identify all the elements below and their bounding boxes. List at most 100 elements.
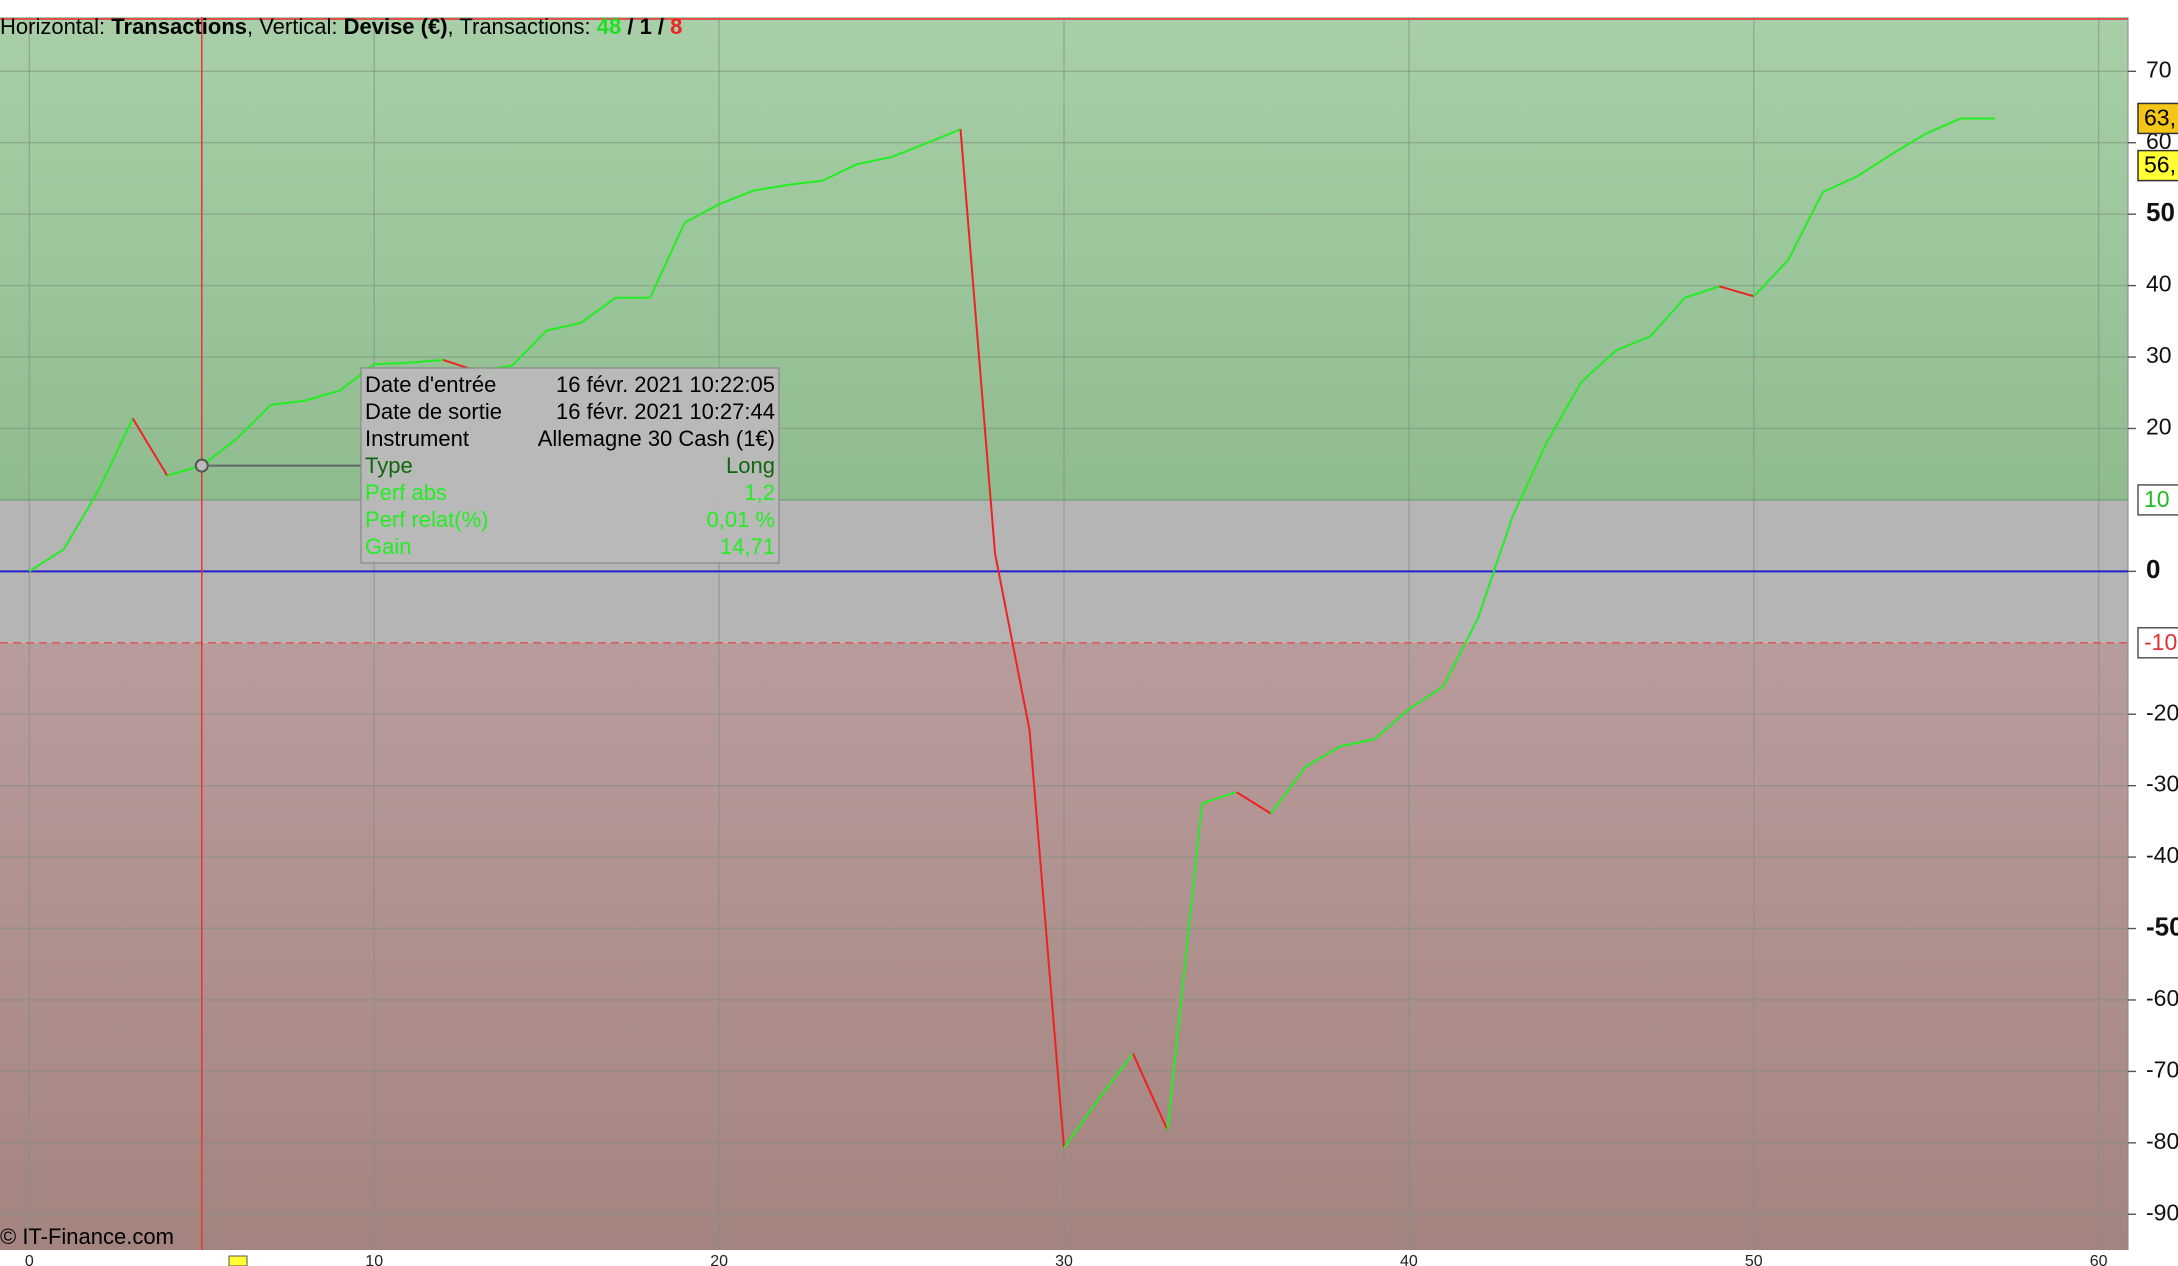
- tooltip-value: 14,71: [720, 534, 775, 559]
- y-tick-label: -30: [2146, 771, 2178, 797]
- equity-segment: [1753, 259, 1790, 298]
- equity-segment: [925, 128, 961, 145]
- overlay: Date d'entrée 16 févr. 2021 10:22:05 Date …: [0, 14, 780, 1266]
- equity-segment: [1787, 191, 1824, 261]
- tooltip-value: 0,01 %: [707, 507, 776, 532]
- header-part: Transactions: [111, 14, 247, 39]
- header: Horizontal: Transactions, Vertical: Devi…: [0, 14, 682, 39]
- x-tick-label: 40: [1400, 1253, 1418, 1266]
- tooltip-label: Gain: [365, 534, 411, 559]
- header-part: , Vertical:: [247, 14, 344, 39]
- tooltip-value: Long: [726, 453, 775, 478]
- axis: 70 60 50 40 30 20 0 -20 -30 -40 -50 -60 -70 -80 -90 0 10…: [25, 56, 2178, 1266]
- equity-segment: [891, 142, 927, 158]
- tooltip-value: 16 févr. 2021 10:22:05: [556, 372, 775, 397]
- equity-segment: [1339, 738, 1375, 748]
- level-label: 63,: [2144, 105, 2176, 131]
- equity-segment: [1097, 1052, 1134, 1100]
- header-part: /: [621, 14, 639, 39]
- equity-segment: [1063, 1098, 1100, 1149]
- equity-segment: [1925, 117, 1962, 135]
- equity-segment: [1580, 349, 1617, 383]
- y-tick-label: 0: [2146, 554, 2160, 584]
- level-box: [2137, 149, 2178, 182]
- x-tick-label: 60: [2090, 1253, 2108, 1266]
- x-tick-label: 10: [365, 1253, 383, 1266]
- equity-segment: [1270, 766, 1307, 815]
- take-profit-box: [2137, 484, 2178, 516]
- header-part: Horizontal:: [0, 14, 111, 39]
- tooltip-label: Date de sortie: [365, 399, 502, 424]
- equity-segment: [1891, 132, 1927, 156]
- x-tick-label: 30: [1055, 1253, 1073, 1266]
- equity-segment: [270, 399, 306, 406]
- equity-segment: [1476, 516, 1514, 619]
- equity-segment: [856, 156, 892, 166]
- tooltip-value: 16 févr. 2021 10:27:44: [556, 399, 775, 424]
- equity-segment: [1719, 285, 1755, 298]
- equity-segment: [1132, 1053, 1169, 1131]
- equity-segment: [753, 183, 789, 192]
- equity-segment: [959, 129, 997, 554]
- y-tick-label: -90: [2146, 1199, 2178, 1225]
- level-label: 56,: [2144, 152, 2176, 178]
- equity-segment: [649, 222, 686, 299]
- y-tick-label: -40: [2146, 842, 2178, 868]
- header-part: , Transactions:: [448, 14, 597, 39]
- tooltip-value: 1,2: [744, 480, 775, 505]
- equity-segment: [1166, 803, 1203, 1131]
- y-tick-label: 20: [2146, 414, 2172, 440]
- y-tick-label: -80: [2146, 1128, 2178, 1154]
- equity-segment: [235, 404, 272, 440]
- header-part: Devise (€): [344, 14, 448, 39]
- header-part: 1: [640, 14, 652, 39]
- x-tick-label: 20: [710, 1253, 728, 1266]
- x-tick-label: 50: [1745, 1253, 1763, 1266]
- equity-segment: [718, 189, 754, 206]
- y-tick-label: -50: [2146, 911, 2178, 941]
- equity-segment: [1235, 791, 1272, 815]
- plot: [28, 117, 1996, 1149]
- equity-segment: [1649, 297, 1686, 337]
- stop-loss-box: [2137, 627, 2178, 659]
- equity-segment: [1511, 441, 1548, 518]
- equity-segment: [374, 361, 409, 366]
- equity-segment: [1408, 685, 1444, 711]
- tooltip-label: Perf abs: [365, 480, 447, 505]
- equity-segment: [28, 548, 65, 573]
- equity-segment: [131, 417, 169, 477]
- y-tick-label: 70: [2146, 56, 2172, 82]
- equity-segment: [1615, 335, 1651, 352]
- y-tick-label: -70: [2146, 1056, 2178, 1082]
- tooltip-label: Type: [365, 453, 413, 478]
- tooltip-label: Date d'entrée: [365, 372, 496, 397]
- y-tick-label: 50: [2146, 197, 2175, 227]
- selected-point: [194, 458, 209, 473]
- equity-segment: [580, 296, 617, 324]
- equity-segment: [822, 163, 858, 182]
- tooltip-label: Perf relat(%): [365, 507, 488, 532]
- header-part: /: [652, 14, 670, 39]
- equity-segment: [62, 490, 100, 550]
- equity-segment: [1442, 618, 1479, 687]
- tooltip-box: [360, 367, 780, 564]
- equity-segment: [1304, 745, 1341, 768]
- equity-segment: [1201, 791, 1237, 805]
- equity-segment: [787, 179, 823, 186]
- equity-segment: [994, 553, 1031, 731]
- marker: [228, 1255, 248, 1266]
- tooltip-label: Instrument: [365, 426, 469, 451]
- equity-segment: [684, 203, 720, 224]
- y-tick-label: -20: [2146, 699, 2178, 725]
- equity-segment: [408, 358, 444, 364]
- stop-loss-label: -10: [2144, 629, 2177, 655]
- y-tick-label: 30: [2146, 342, 2172, 368]
- equity-segment: [1028, 729, 1065, 1148]
- equity-segment: [1545, 381, 1583, 443]
- header-part: 8: [670, 14, 682, 39]
- equity-segment: [546, 321, 582, 332]
- y-tick-label: 40: [2146, 271, 2172, 297]
- x-tick-label: 0: [25, 1253, 34, 1266]
